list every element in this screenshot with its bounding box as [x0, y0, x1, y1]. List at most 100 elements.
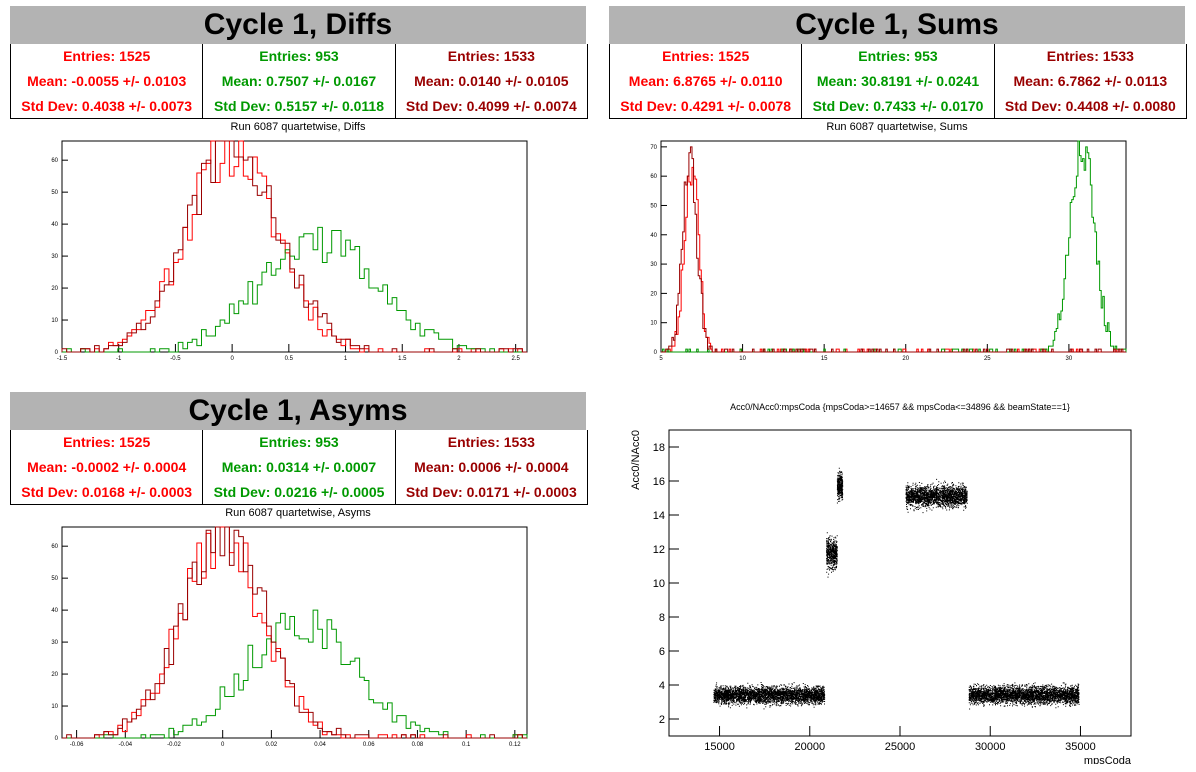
stat-entries: Entries: 1533	[447, 434, 535, 451]
y-tick-label: 60	[650, 174, 657, 180]
y-tick-label: 60	[51, 158, 58, 164]
x-tick-label: -0.02	[167, 742, 181, 748]
x-tick-label: 20000	[794, 741, 825, 753]
stat-std: Std Dev: 0.4408 +/- 0.0080	[1004, 97, 1176, 114]
stat-mean: Mean: 6.8765 +/- 0.0110	[628, 72, 783, 89]
histogram-series-2	[61, 140, 527, 353]
x-tick-label: 0	[221, 742, 225, 748]
stat-std: Std Dev: 0.4291 +/- 0.0078	[620, 97, 792, 114]
x-tick-label: 1	[344, 356, 348, 362]
x-tick-label: 30000	[975, 741, 1006, 753]
y-tick-label: 2	[659, 714, 665, 726]
sums-stats-red: Entries: 1525 Mean: 6.8765 +/- 0.0110 St…	[610, 44, 803, 118]
y-tick-label: 8	[659, 612, 665, 624]
asyms-subtitle: Run 6087 quartetwise, Asyms	[225, 507, 371, 519]
x-tick-label: -1	[116, 356, 122, 362]
y-tick-label: 20	[51, 286, 58, 292]
acc0-scatter-plot: Acc0/NAcc0:mpsCoda {mpsCoda>=14657 && mp…	[630, 402, 1132, 764]
x-tick-label: 15000	[704, 741, 735, 753]
stat-std: Std Dev: 0.7433 +/- 0.0170	[812, 97, 984, 114]
y-tick-label: 20	[650, 291, 657, 297]
y-tick-label: 6	[659, 646, 665, 658]
x-tick-label: 0.1	[462, 742, 471, 748]
y-tick-label: 40	[51, 608, 58, 614]
histogram-series-0	[62, 526, 527, 739]
scatter-points	[713, 467, 1080, 710]
x-tick-label: 2.5	[511, 356, 520, 362]
x-tick-label: -0.04	[118, 742, 132, 748]
histogram-series-2	[661, 146, 1126, 353]
y-tick-label: 14	[653, 510, 665, 522]
y-tick-label: 18	[653, 442, 665, 454]
histogram-series-1	[62, 226, 527, 353]
stat-mean: Mean: -0.0055 +/- 0.0103	[27, 72, 187, 89]
y-tick-label: 30	[650, 262, 657, 268]
stat-mean: Mean: 6.7862 +/- 0.0113	[1013, 72, 1168, 89]
y-tick-label: 50	[650, 203, 657, 209]
y-tick-label: 40	[650, 233, 657, 239]
diffs-histogram: 0 10 20 30 40 50 60 -1.5 -1 -0.5 0 0.5 1 1.5 2 2.5	[51, 140, 528, 362]
x-tick-label: 10	[739, 356, 746, 362]
y-tick-label: 10	[51, 318, 58, 324]
y-tick-label: 50	[51, 190, 58, 196]
histogram-series-1	[62, 609, 528, 739]
x-tick-label: 0.06	[363, 742, 375, 748]
asyms-stats-green: Entries: 953 Mean: 0.0314 +/- 0.0007 Std…	[203, 430, 396, 504]
histogram-series-0	[62, 140, 527, 353]
stat-entries: Entries: 1533	[447, 48, 535, 65]
stat-entries: Entries: 1525	[63, 434, 151, 451]
x-tick-label: 35000	[1065, 741, 1096, 753]
stat-mean: Mean: 0.0140 +/- 0.0105	[414, 72, 569, 89]
sums-subtitle: Run 6087 quartetwise, Sums	[826, 121, 968, 133]
y-tick-label: 20	[51, 672, 58, 678]
asyms-histogram: 0 10 20 30 40 50 60 -0.06 -0.04 -0.02 0 0.02 0.04 0.0…	[51, 526, 528, 748]
stat-mean: Mean: 0.7507 +/- 0.0167	[221, 72, 377, 89]
y-tick-label: 70	[650, 145, 657, 151]
stat-mean: Mean: -0.0002 +/- 0.0004	[27, 458, 187, 475]
asyms-stats-box: Entries: 1525 Mean: -0.0002 +/- 0.0004 S…	[10, 430, 588, 505]
x-tick-label: 2	[457, 356, 461, 362]
stat-entries: Entries: 1525	[662, 48, 750, 65]
scatter-title: Acc0/NAcc0:mpsCoda {mpsCoda>=14657 && mp…	[730, 402, 1070, 412]
stat-entries: Entries: 1525	[63, 48, 151, 65]
stat-std: Std Dev: 0.0168 +/- 0.0003	[21, 483, 193, 500]
x-tick-label: 0.12	[509, 742, 521, 748]
stat-std: Std Dev: 0.4038 +/- 0.0073	[21, 97, 193, 114]
asyms-stats-darkred: Entries: 1533 Mean: 0.0006 +/- 0.0004 St…	[396, 430, 587, 504]
plot-frame	[660, 140, 1127, 353]
y-tick-label: 16	[653, 476, 665, 488]
stat-entries: Entries: 953	[858, 48, 938, 65]
y-tick-label: 50	[51, 576, 58, 582]
histogram-series-2	[62, 526, 527, 739]
diffs-stats-red: Entries: 1525 Mean: -0.0055 +/- 0.0103 S…	[11, 44, 204, 118]
stat-std: Std Dev: 0.4099 +/- 0.0074	[405, 97, 577, 114]
sums-stats-box: Entries: 1525 Mean: 6.8765 +/- 0.0110 St…	[609, 44, 1187, 119]
stat-std: Std Dev: 0.0216 +/- 0.0005	[213, 483, 385, 500]
sums-stats-darkred: Entries: 1533 Mean: 6.7862 +/- 0.0113 St…	[995, 44, 1186, 118]
histogram-series-1	[661, 140, 1127, 353]
y-tick-label: 30	[51, 640, 58, 646]
sums-title: Cycle 1, Sums	[609, 6, 1185, 44]
x-tick-label: 0.04	[314, 742, 326, 748]
y-tick-label: 60	[51, 544, 58, 550]
stat-entries: Entries: 953	[259, 434, 339, 451]
x-tick-label: -0.5	[170, 356, 181, 362]
diffs-stats-darkred: Entries: 1533 Mean: 0.0140 +/- 0.0105 St…	[396, 44, 587, 118]
stat-std: Std Dev: 0.0171 +/- 0.0003	[405, 483, 577, 500]
y-tick-label: 12	[653, 544, 665, 556]
y-tick-label: 10	[51, 704, 58, 710]
stat-entries: Entries: 1533	[1046, 48, 1134, 65]
x-tick-label: 25	[984, 356, 991, 362]
x-tick-label: -1.5	[57, 356, 68, 362]
x-tick-label: 0.02	[266, 742, 278, 748]
x-axis-label: mpsCoda	[1084, 755, 1132, 764]
y-tick-label: 10	[653, 578, 665, 590]
x-tick-label: -0.06	[70, 742, 84, 748]
sums-stats-green: Entries: 953 Mean: 30.8191 +/- 0.0241 St…	[802, 44, 995, 118]
stat-mean: Mean: 0.0314 +/- 0.0007	[221, 458, 377, 475]
y-tick-label: 30	[51, 254, 58, 260]
x-tick-label: 0	[230, 356, 234, 362]
diffs-title: Cycle 1, Diffs	[10, 6, 586, 44]
asyms-stats-red: Entries: 1525 Mean: -0.0002 +/- 0.0004 S…	[11, 430, 204, 504]
histogram-series-0	[661, 166, 1126, 353]
